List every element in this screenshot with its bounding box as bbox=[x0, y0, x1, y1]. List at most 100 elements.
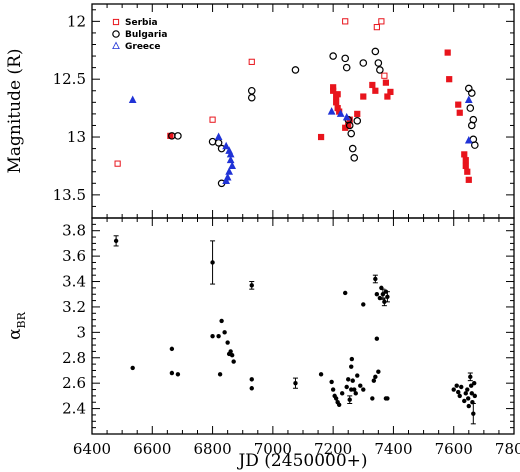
alpha-point bbox=[346, 377, 351, 382]
alpha-point bbox=[249, 386, 254, 391]
legend: Serbia Bulgaria Greece bbox=[112, 18, 167, 52]
top-y-tick-label: 12.5 bbox=[53, 70, 86, 88]
bulgaria-point bbox=[353, 117, 362, 125]
top-y-tick-label: 13.5 bbox=[53, 186, 86, 204]
greece-point bbox=[214, 132, 223, 141]
alpha-point bbox=[468, 383, 474, 388]
alpha-point bbox=[374, 292, 380, 297]
bulgaria-point bbox=[359, 59, 368, 67]
alpha-point bbox=[344, 384, 349, 390]
serbia-point bbox=[317, 133, 325, 141]
alpha-point bbox=[293, 380, 298, 386]
alpha-point bbox=[358, 383, 363, 388]
legend-label-greece: Greece bbox=[125, 42, 160, 52]
serbia-point bbox=[387, 88, 394, 96]
alpha-point bbox=[465, 396, 471, 401]
bulgaria-point bbox=[247, 86, 256, 95]
alpha-point bbox=[349, 356, 355, 362]
tick-labels: 6400 6600 6800 7000 7200 7400 7600 7800 12 12.5 13… bbox=[53, 12, 520, 458]
legend-label-bulgaria: Bulgaria bbox=[125, 30, 167, 40]
serbia-point bbox=[462, 162, 469, 170]
serbia-point bbox=[382, 79, 389, 86]
alpha-point bbox=[462, 398, 467, 404]
serbia-point bbox=[114, 160, 121, 167]
bulgaria-point bbox=[247, 93, 256, 102]
alpha-point bbox=[130, 365, 135, 371]
bottom-y-tick-label: 2.8 bbox=[62, 349, 86, 367]
legend-label-serbia: Serbia bbox=[125, 18, 158, 28]
alpha-point bbox=[457, 393, 462, 399]
alpha-point bbox=[336, 402, 342, 407]
serbia-point bbox=[446, 76, 453, 83]
bulgaria-point bbox=[466, 104, 475, 112]
alpha-point bbox=[382, 299, 387, 305]
serbia-point bbox=[372, 87, 379, 94]
serbia-point bbox=[209, 116, 216, 123]
alpha-point bbox=[472, 380, 477, 386]
alpha-point bbox=[371, 378, 377, 383]
alpha-point bbox=[469, 391, 474, 396]
greece-point bbox=[342, 112, 351, 121]
alpha-point bbox=[376, 369, 381, 374]
bottom-y-tick-label: 3 bbox=[76, 323, 86, 341]
alpha-point bbox=[349, 364, 354, 369]
alpha-point bbox=[349, 387, 354, 392]
x-tick-label: 7800 bbox=[495, 440, 520, 458]
alpha-point bbox=[339, 391, 345, 396]
greece-point bbox=[336, 109, 345, 117]
alpha-point bbox=[352, 387, 357, 392]
alpha-point bbox=[217, 372, 223, 377]
bulgaria-point bbox=[471, 141, 479, 149]
alpha-point bbox=[347, 397, 352, 402]
serbia-point bbox=[381, 72, 388, 79]
bottom-y-axis-title: αBR bbox=[5, 311, 28, 340]
alpha-point bbox=[374, 336, 380, 341]
alpha-point bbox=[472, 393, 478, 399]
serbia-point bbox=[369, 81, 376, 89]
greece-point bbox=[222, 176, 230, 184]
bulgaria-point bbox=[291, 66, 300, 74]
bottom-y-tick-label: 3.2 bbox=[62, 298, 86, 316]
serbia-point bbox=[462, 157, 469, 164]
alpha-point bbox=[361, 302, 366, 307]
alpha-point bbox=[385, 396, 390, 401]
alpha-point bbox=[249, 377, 254, 382]
alpha-point bbox=[373, 374, 378, 380]
alpha-point bbox=[353, 391, 358, 396]
alpha-point bbox=[466, 403, 471, 409]
greece-point bbox=[464, 95, 473, 104]
alpha-point bbox=[228, 349, 233, 354]
alpha-point bbox=[210, 260, 215, 265]
alpha-point bbox=[225, 340, 230, 345]
serbia-point bbox=[342, 18, 349, 25]
alpha-point bbox=[373, 276, 378, 282]
bulgaria-point bbox=[342, 63, 351, 72]
bulgaria-point bbox=[371, 47, 380, 56]
alpha-point bbox=[222, 330, 227, 335]
alpha-point bbox=[343, 290, 348, 296]
alpha-point bbox=[175, 372, 181, 377]
x-tick-label: 6600 bbox=[133, 440, 171, 458]
top-panel-ticks bbox=[91, 4, 515, 218]
alpha-point bbox=[219, 318, 224, 324]
bulgaria-point bbox=[348, 144, 357, 153]
alpha-point bbox=[169, 346, 175, 352]
top-y-tick-label: 12 bbox=[67, 12, 86, 30]
alpha-point bbox=[169, 370, 175, 376]
alpha-point bbox=[210, 333, 215, 339]
bulgaria-point bbox=[467, 121, 476, 130]
serbia-point bbox=[333, 99, 340, 106]
bulgaria-point bbox=[341, 54, 350, 63]
alpha-point bbox=[361, 387, 366, 392]
greece-point bbox=[464, 136, 473, 144]
alpha-point bbox=[229, 353, 235, 358]
bottom-panel-ticks bbox=[91, 217, 515, 435]
alpha-point bbox=[231, 359, 236, 364]
alpha-point bbox=[456, 389, 461, 395]
serbia-point bbox=[248, 58, 255, 65]
y-axis-title-alpha: α bbox=[5, 328, 25, 340]
greece-point bbox=[226, 155, 235, 164]
bottom-panel-markers bbox=[113, 235, 478, 425]
alpha-point bbox=[465, 387, 470, 392]
x-tick-label: 7600 bbox=[435, 440, 473, 458]
